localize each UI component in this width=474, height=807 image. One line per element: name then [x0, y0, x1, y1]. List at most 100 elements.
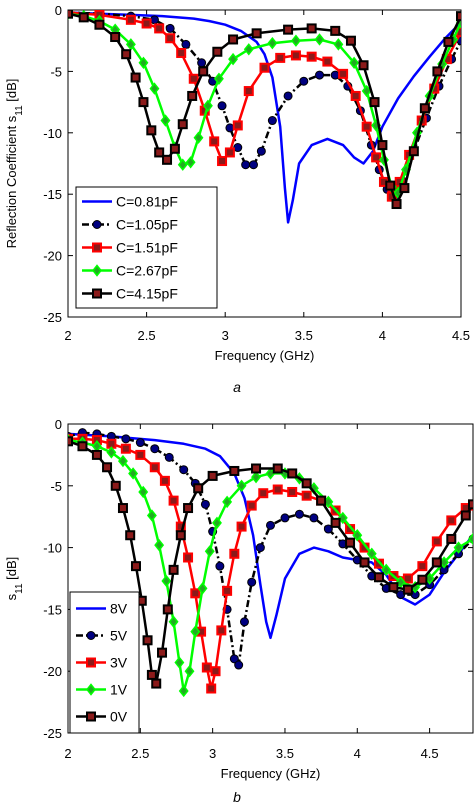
data-point-marker: [301, 478, 312, 489]
data-point-marker: [359, 557, 370, 568]
data-point-marker: [184, 664, 195, 678]
chart-panel-a: 2 2.5 3 3.5 4 4.5 0 -5 -10 -15 -20 -25 Frequency (GH…: [4, 3, 470, 395]
x-tick-label: 3: [209, 746, 216, 761]
data-point-marker: [160, 114, 171, 127]
data-point-marker: [225, 123, 235, 133]
data-point-marker: [306, 23, 317, 34]
data-point-marker: [178, 684, 189, 698]
data-point-marker: [236, 521, 247, 532]
data-point-marker: [280, 513, 290, 523]
data-point-marker: [419, 103, 430, 114]
legend-label-c-4-15pf: C=4.15pF: [116, 286, 178, 302]
data-point-marker: [247, 577, 257, 587]
data-point-marker: [239, 617, 249, 627]
data-point-marker: [366, 547, 377, 560]
series-8v: [68, 432, 473, 640]
y-tick-label: -5: [50, 479, 62, 494]
legend-label-c-0-81pf: C=0.81pF: [116, 194, 178, 210]
data-point-marker: [130, 72, 141, 83]
data-point-marker: [175, 530, 186, 541]
data-point-marker: [183, 503, 194, 514]
data-point-marker: [251, 463, 262, 474]
data-point-marker: [190, 588, 201, 599]
data-point-marker: [176, 47, 187, 58]
data-point-marker: [417, 574, 428, 585]
data-point-marker: [212, 46, 223, 57]
data-point-marker: [215, 561, 225, 571]
data-point-marker: [154, 147, 165, 158]
data-point-marker: [233, 143, 243, 153]
chart-panel-b: 2 2.5 3 3.5 4 4.5 0 -5 -10 -15 -20 -25 Frequency (GH…: [4, 417, 474, 805]
data-point-marker: [453, 541, 464, 554]
data-point-marker: [330, 517, 341, 528]
data-point-marker: [217, 101, 227, 111]
data-point-marker: [287, 468, 298, 479]
data-point-marker: [377, 140, 388, 151]
data-point-marker: [193, 483, 204, 494]
data-point-marker: [330, 70, 340, 80]
data-point-marker: [117, 503, 128, 514]
y-tick-label: -10: [43, 541, 62, 556]
data-point-marker: [102, 462, 113, 473]
series-line-8v: [68, 432, 473, 640]
data-point-marker: [86, 683, 96, 696]
data-point-marker: [322, 56, 333, 67]
y-tick-label: -25: [43, 726, 62, 741]
data-point-marker: [314, 33, 325, 46]
x-tick-label: 3.5: [276, 746, 294, 761]
data-point-marker: [369, 97, 380, 108]
data-point-marker: [168, 615, 179, 628]
data-point-marker: [190, 625, 201, 638]
data-point-marker: [198, 66, 209, 77]
data-point-marker: [146, 669, 157, 680]
series-0v: [68, 436, 473, 689]
data-point-marker: [259, 62, 270, 73]
x-tick-label: 2: [64, 746, 71, 761]
data-point-marker: [402, 584, 413, 595]
data-point-marker: [299, 76, 309, 86]
legend-label-c-1-05pf: C=1.05pF: [116, 217, 178, 233]
data-point-marker: [388, 582, 399, 593]
data-point-marker: [217, 156, 228, 167]
y-axis-label: Reflection Coefficient s11 [dB]: [4, 79, 25, 249]
data-point-marker: [229, 465, 240, 476]
y-tick-label: -10: [43, 126, 62, 141]
series-1v: [68, 433, 473, 698]
panel-label: a: [233, 379, 241, 395]
data-point-marker: [246, 500, 257, 511]
data-point-marker: [212, 516, 222, 530]
y-axis-label: s11 [dB]: [4, 557, 25, 601]
data-point-marker: [224, 147, 235, 158]
data-point-marker: [385, 180, 396, 191]
data-point-marker: [290, 50, 301, 61]
data-point-marker: [315, 70, 325, 80]
data-point-marker: [68, 436, 73, 447]
data-point-marker: [243, 86, 254, 97]
data-point-marker: [130, 561, 141, 572]
data-point-marker: [283, 24, 294, 35]
data-point-marker: [183, 552, 194, 563]
data-point-marker: [151, 678, 162, 689]
x-tick-label: 3: [222, 328, 229, 343]
data-point-marker: [236, 479, 247, 493]
series-line-c-0-81pf: [68, 11, 461, 224]
data-point-marker: [162, 604, 173, 615]
x-tick-label: 2.5: [138, 328, 156, 343]
data-point-marker: [381, 563, 392, 577]
data-point-marker: [309, 513, 319, 523]
data-point-marker: [431, 557, 442, 568]
data-point-marker: [138, 97, 149, 108]
data-point-marker: [267, 36, 278, 50]
data-point-marker: [162, 154, 173, 165]
data-point-marker: [149, 15, 159, 25]
data-point-marker: [338, 68, 349, 79]
data-point-marker: [202, 99, 213, 112]
data-point-marker: [200, 499, 210, 509]
data-point-marker: [272, 484, 283, 495]
data-point-marker: [161, 574, 172, 588]
data-point-marker: [174, 656, 185, 669]
data-point-marker: [209, 136, 220, 147]
data-point-marker: [468, 499, 473, 510]
data-point-marker: [272, 463, 283, 474]
